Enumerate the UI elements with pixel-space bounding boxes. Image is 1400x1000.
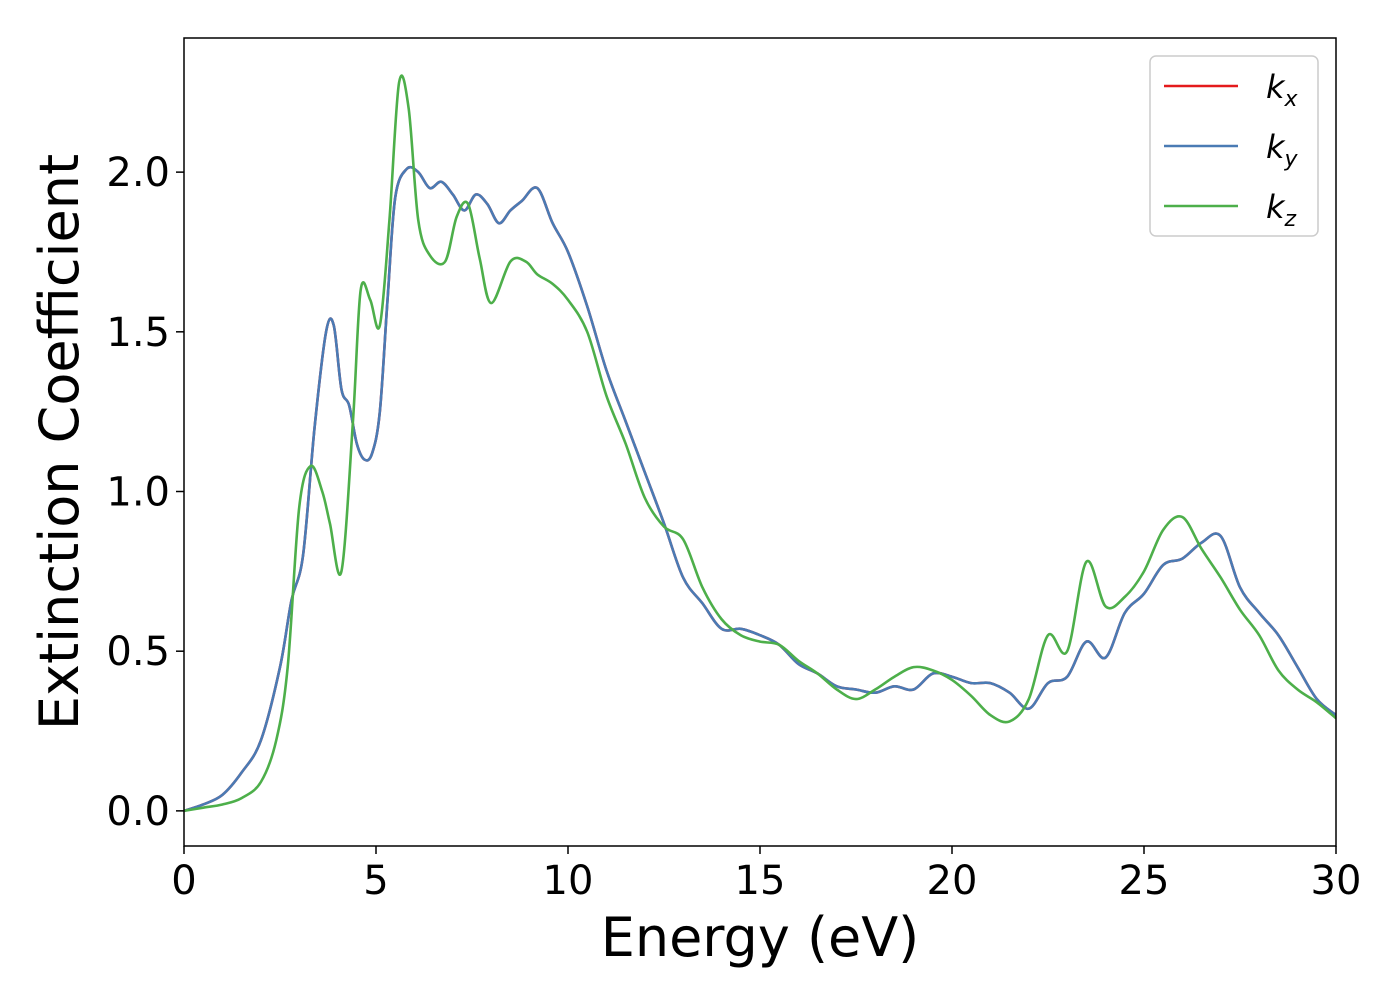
legend-label-subscript: y [1284,147,1299,172]
legend-label-z: kz [1266,188,1297,232]
y-tick-label: 2.0 [106,150,170,196]
legend-label-y: ky [1266,128,1299,172]
series-line-y [184,165,1336,813]
x-tick-label: 10 [543,858,594,904]
x-tick-label: 30 [1311,858,1362,904]
y-tick-label: 0.0 [106,789,170,835]
y-tick-label: 1.5 [106,310,170,356]
series-line-z [184,74,1336,813]
y-axis-ticks: 0.0 0.5 1.0 1.5 2.0 [106,150,184,835]
legend-label-base: k [1266,128,1286,166]
x-tick-label: 0 [171,858,196,904]
legend-label-x: kx [1266,68,1299,112]
y-axis-title: Extinction Coefficient [28,154,91,730]
legend-label-base: k [1266,188,1286,226]
x-tick-label: 15 [735,858,786,904]
y-tick-label: 1.0 [106,470,170,516]
x-tick-label: 25 [1119,858,1170,904]
legend-label-subscript: x [1284,87,1299,112]
x-tick-label: 20 [927,858,978,904]
legend-label-subscript: z [1284,207,1297,232]
legend-label-base: k [1266,68,1286,106]
series-layer [184,74,1336,813]
x-axis-title: Energy (eV) [601,906,920,969]
y-tick-label: 0.5 [106,629,170,675]
x-axis-ticks: 0 5 10 15 20 25 30 [171,846,1361,904]
x-tick-label: 5 [363,858,388,904]
plot-area [183,37,1337,847]
